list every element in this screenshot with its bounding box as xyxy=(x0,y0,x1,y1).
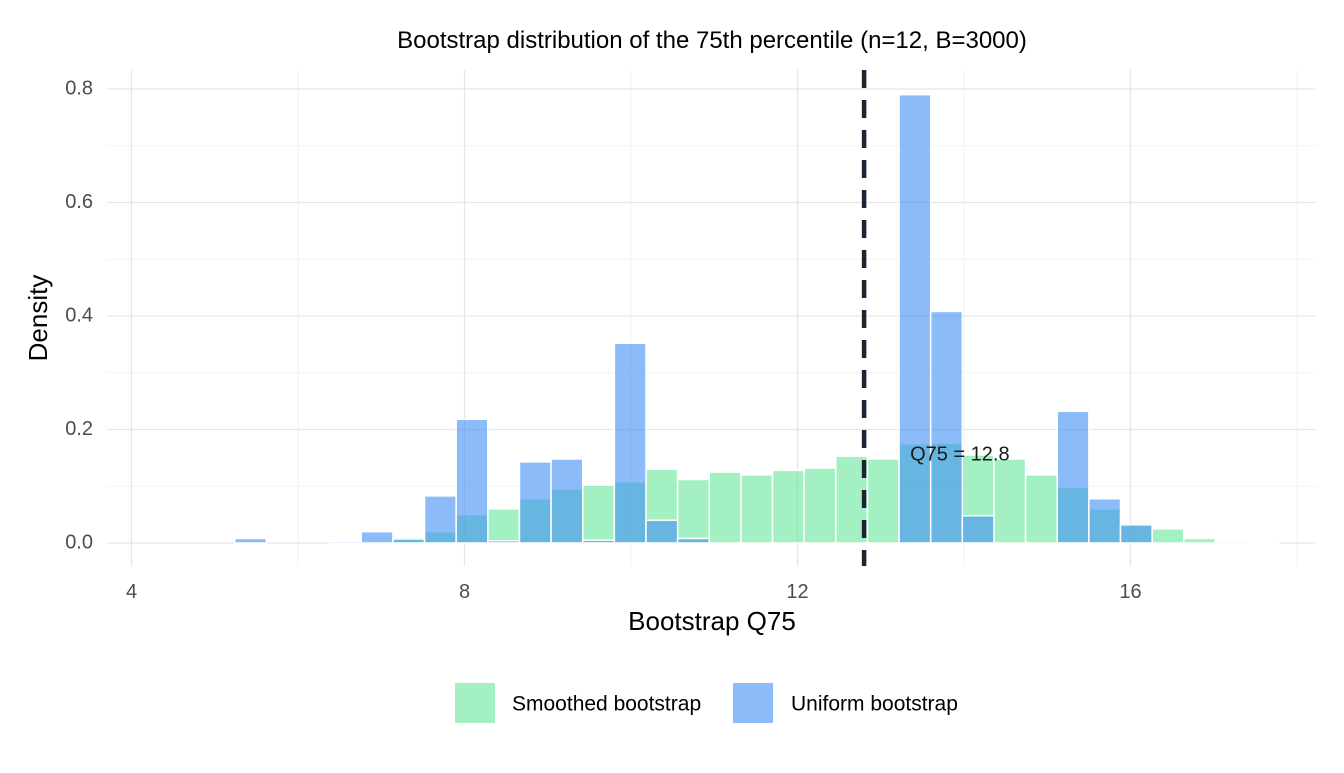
bar xyxy=(1151,528,1185,544)
legend-item: Uniform bootstrap xyxy=(733,683,958,723)
legend: Smoothed bootstrap Uniform bootstrap xyxy=(455,683,958,723)
bar xyxy=(1183,537,1217,544)
legend-key xyxy=(733,683,773,723)
bar xyxy=(1119,524,1153,544)
x-tick-label: 16 xyxy=(1119,581,1141,603)
bar xyxy=(1088,497,1122,544)
bar xyxy=(423,495,457,544)
y-tick-label: 0.8 xyxy=(65,77,93,99)
bar xyxy=(455,418,489,544)
bar xyxy=(233,537,268,544)
bar xyxy=(1214,540,1248,544)
bar xyxy=(550,458,584,544)
series-uniform xyxy=(233,93,1153,544)
legend-label: Uniform bootstrap xyxy=(791,693,958,716)
bar xyxy=(740,474,774,544)
y-tick-label: 0.6 xyxy=(65,191,93,213)
bar xyxy=(993,458,1027,544)
bar xyxy=(613,342,647,544)
bar xyxy=(898,93,932,544)
bar xyxy=(518,461,552,544)
bar xyxy=(961,515,995,544)
bar xyxy=(1246,541,1280,544)
x-tick-label: 12 xyxy=(786,581,808,603)
y-axis-title: Density xyxy=(23,275,53,362)
bar xyxy=(1056,410,1090,544)
bar xyxy=(581,484,616,544)
bar xyxy=(581,539,616,544)
bar xyxy=(771,469,805,544)
bar xyxy=(676,478,711,544)
bar xyxy=(487,508,521,544)
bar xyxy=(1024,474,1058,544)
bar xyxy=(708,471,742,544)
x-tick-label: 8 xyxy=(459,581,470,603)
reference-line-group: Q75 = 12.8 xyxy=(861,70,1010,566)
bars xyxy=(233,93,1280,544)
y-tick-label: 0.0 xyxy=(65,531,93,553)
bar xyxy=(803,467,837,544)
legend-key xyxy=(455,683,495,723)
bar xyxy=(676,537,711,544)
bar xyxy=(866,458,900,544)
ticks: 4 8 12 16 0.0 0.2 0.4 0.6 0.8 xyxy=(65,77,1141,603)
x-tick-label: 4 xyxy=(126,581,137,603)
bar xyxy=(929,310,964,544)
y-tick-label: 0.4 xyxy=(65,304,93,326)
legend-item: Smoothed bootstrap xyxy=(455,683,701,723)
bar xyxy=(645,519,679,544)
bar xyxy=(328,540,363,544)
x-axis-title: Bootstrap Q75 xyxy=(628,606,796,636)
reference-line-label: Q75 = 12.8 xyxy=(910,443,1010,465)
y-tick-label: 0.2 xyxy=(65,418,93,440)
bar xyxy=(487,539,521,544)
bar xyxy=(392,538,426,544)
bar xyxy=(360,530,394,544)
legend-label: Smoothed bootstrap xyxy=(512,693,701,716)
chart-title: Bootstrap distribution of the 75th perce… xyxy=(397,27,1027,54)
